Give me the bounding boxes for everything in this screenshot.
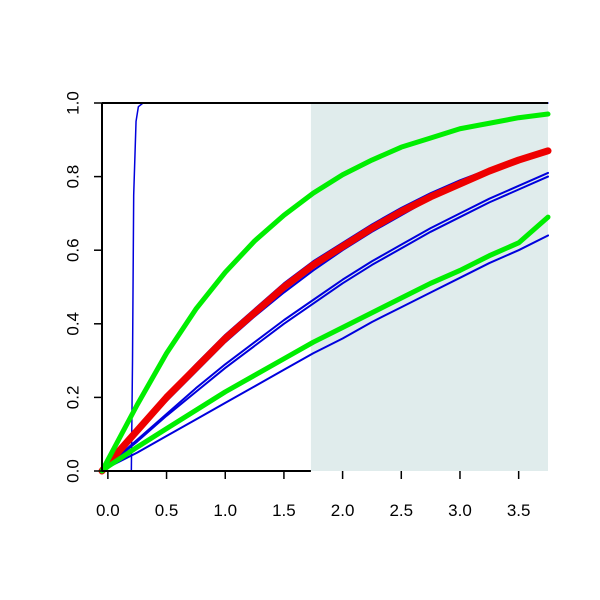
- shaded-region-layer: [310, 103, 548, 471]
- x-tick-label: 0.5: [155, 501, 179, 520]
- x-tick-label: 3.5: [507, 501, 531, 520]
- y-tick-label: 0.6: [63, 238, 82, 262]
- x-tick-label: 2.0: [331, 501, 355, 520]
- y-tick-label: 1.0: [63, 91, 82, 115]
- shaded-region: [310, 103, 548, 471]
- series-line-9: [99, 214, 551, 474]
- y-tick-label: 0.0: [63, 459, 82, 483]
- y-axis-ticks: 0.0 0.2 0.4 0.6 0.8 1.0: [63, 91, 102, 483]
- axes-layer: [101, 102, 548, 472]
- series-line-8: [99, 111, 551, 474]
- series-line-6: [101, 234, 549, 472]
- x-tick-label: 1.0: [213, 501, 237, 520]
- series-line-5: [101, 175, 549, 472]
- x-tick-label: 2.5: [389, 501, 413, 520]
- x-tick-label: 1.5: [272, 501, 296, 520]
- series-line-7: [98, 147, 552, 475]
- y-tick-label: 0.2: [63, 386, 82, 410]
- x-axis-ticks: 0.0 0.5 1.0 1.5 2.0 2.5 3.0 3.5: [96, 471, 530, 520]
- x-tick-label: 0.0: [96, 501, 120, 520]
- x-tick-label: 3.0: [448, 501, 472, 520]
- y-tick-label: 0.4: [63, 312, 82, 336]
- series-layer: [98, 102, 552, 475]
- series-line-4: [101, 171, 549, 472]
- y-tick-label: 0.8: [63, 165, 82, 189]
